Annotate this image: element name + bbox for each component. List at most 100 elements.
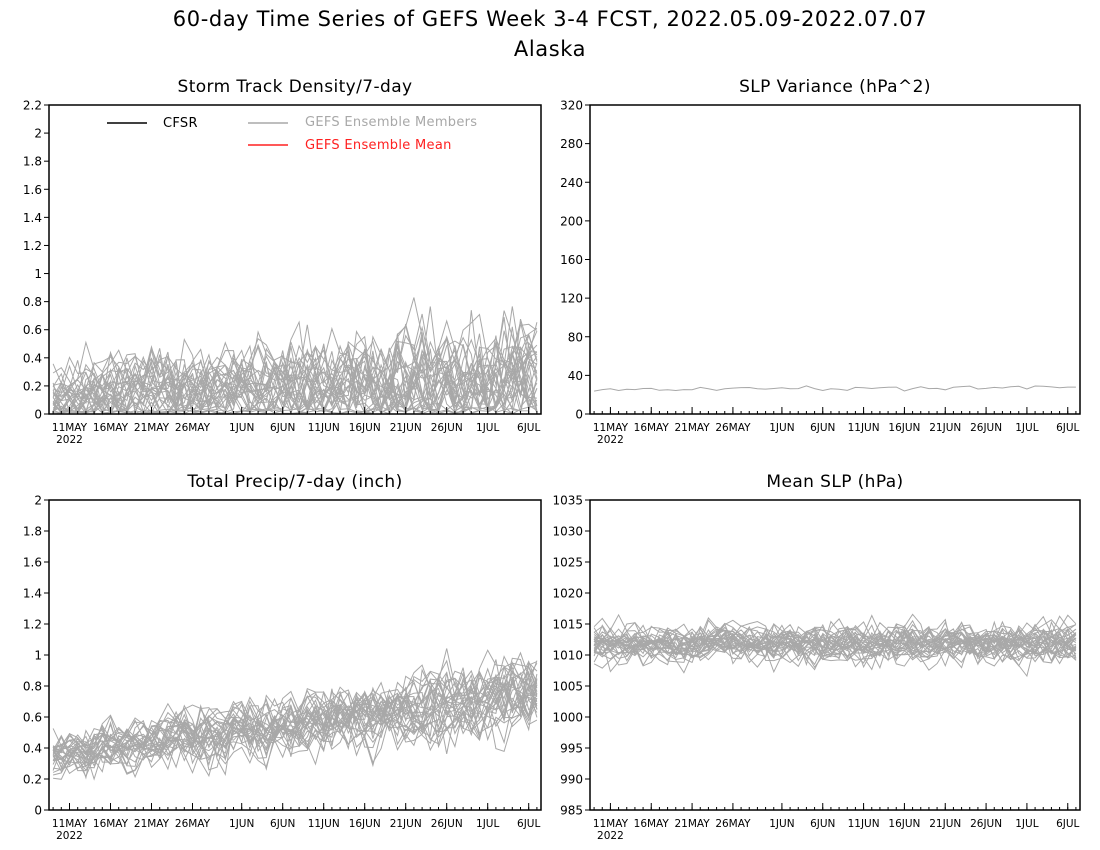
y-tick-label: 240: [560, 176, 583, 190]
legend-label-mean: GEFS Ensemble Mean: [305, 138, 452, 153]
y-tick-label: 80: [568, 330, 583, 344]
series-lines: [594, 385, 1076, 392]
ensemble-member-line: [594, 385, 1076, 392]
panel-title: Storm Track Density/7-day: [178, 77, 413, 97]
x-tick-label: 6JUN: [270, 422, 295, 434]
x-tick-label: 11JUN: [848, 422, 880, 434]
panel-mean-slp: Mean SLP (hPa) 985 990 995 1000 1005 1010 1015 1…: [552, 472, 1081, 842]
x-year-label: 2022: [597, 434, 624, 446]
legend: CFSR GEFS Ensemble Members GEFS Ensemble…: [107, 115, 477, 153]
y-tick-label: 1015: [552, 618, 583, 632]
x-tick-label: 6JUN: [810, 818, 835, 830]
y-tick-label: 1.4: [23, 587, 42, 601]
y-tick-label: 280: [560, 137, 583, 151]
y-tick-label: 0.8: [23, 295, 42, 309]
ensemble-member-line: [52, 297, 537, 415]
x-tick-label: 1JUN: [229, 422, 254, 434]
ensemble-member-line: [52, 676, 538, 771]
y-tick-label: 985: [560, 804, 583, 818]
ensemble-member-line: [53, 648, 538, 766]
x-tick-label: 1JUN: [229, 818, 254, 830]
y-tick-label: 0: [34, 804, 42, 818]
y-tick-label: 0.2: [23, 773, 42, 787]
x-tick-label: 21JUN: [929, 422, 961, 434]
y-tick-label: 990: [560, 773, 583, 787]
y-tick-label: 2: [34, 127, 42, 141]
x-tick-label: 6JUL: [1056, 818, 1079, 830]
y-tick-label: 1.8: [23, 155, 42, 169]
x-tick-label: 16MAY: [93, 422, 129, 434]
ensemble-member-line: [593, 624, 1077, 671]
x-tick-label: 6JUN: [810, 422, 835, 434]
y-tick-label: 1005: [552, 680, 583, 694]
ensemble-member-line: [53, 662, 538, 760]
x-tick-label: 1JUN: [769, 818, 794, 830]
ensemble-member-line: [52, 651, 538, 769]
y-tick-label: 1.2: [23, 239, 42, 253]
y-tick-label: 0.4: [23, 742, 42, 756]
x-year-label: 2022: [56, 830, 83, 842]
ensemble-member-line: [593, 621, 1077, 662]
x-tick-label: 6JUL: [517, 422, 540, 434]
y-tick-label: 0.4: [23, 351, 42, 365]
y-tick-label: 1.8: [23, 525, 42, 539]
x-tick-label: 21MAY: [134, 818, 170, 830]
y-tick-label: 1030: [552, 525, 583, 539]
x-tick-label: 16JUN: [888, 818, 920, 830]
y-tick-label: 0: [575, 408, 583, 422]
x-tick-label: 16JUN: [888, 422, 920, 434]
x-year-label: 2022: [597, 830, 624, 842]
panel-storm-track-density: Storm Track Density/7-day00.20.40.60.811…: [23, 77, 542, 446]
ensemble-member-line: [52, 660, 538, 765]
x-tick-label: 26MAY: [715, 422, 751, 434]
figure-title: 60-day Time Series of GEFS Week 3-4 FCST…: [173, 7, 927, 31]
ensemble-member-line: [53, 345, 538, 415]
y-tick-label: 160: [560, 253, 583, 267]
y-tick-label: 1.6: [23, 556, 42, 570]
series-lines: [52, 648, 538, 781]
ensemble-member-line: [52, 677, 537, 779]
x-tick-label: 1JUN: [769, 422, 794, 434]
x-tick-label: 16MAY: [634, 818, 670, 830]
x-tick-label: 11MAY: [52, 422, 88, 434]
x-tick-label: 21JUN: [929, 818, 961, 830]
panel-title: Total Precip/7-day (inch): [186, 472, 402, 492]
ensemble-member-line: [594, 623, 1077, 666]
x-tick-label: 1JUL: [476, 422, 499, 434]
x-tick-label: 11MAY: [593, 818, 629, 830]
x-tick-label: 6JUL: [1056, 422, 1079, 434]
ensemble-member-line: [593, 629, 1077, 664]
y-tick-label: 1025: [552, 556, 583, 570]
x-tick-label: 1JUL: [476, 818, 499, 830]
x-tick-label: 1JUL: [1015, 818, 1038, 830]
ensemble-member-line: [52, 686, 537, 769]
x-year-label: 2022: [56, 434, 83, 446]
plot-frame: [48, 104, 542, 415]
ensemble-member-line: [593, 627, 1077, 664]
x-tick-label: 21JUN: [390, 422, 422, 434]
ensemble-member-line: [52, 655, 538, 774]
x-tick-label: 26MAY: [175, 422, 211, 434]
y-tick-label: 2.2: [23, 99, 42, 113]
x-tick-label: 21MAY: [674, 818, 710, 830]
x-tick-label: 21MAY: [134, 422, 170, 434]
x-tick-label: 26MAY: [175, 818, 211, 830]
x-tick-label: 16MAY: [93, 818, 129, 830]
panel-title: Mean SLP (hPa): [766, 472, 903, 492]
x-tick-label: 16JUN: [349, 818, 381, 830]
x-tick-label: 1JUL: [1015, 422, 1038, 434]
y-tick-label: 1.2: [23, 618, 42, 632]
legend-label-members: GEFS Ensemble Members: [305, 115, 477, 130]
y-tick-label: 1035: [552, 494, 583, 508]
ensemble-member-line: [52, 318, 538, 413]
x-tick-label: 26JUN: [970, 818, 1002, 830]
x-tick-label: 11MAY: [593, 422, 629, 434]
x-tick-label: 16JUN: [349, 422, 381, 434]
x-tick-label: 6JUN: [270, 818, 295, 830]
ensemble-member-line: [52, 333, 538, 414]
y-tick-label: 320: [560, 99, 583, 113]
y-tick-label: 1.6: [23, 183, 42, 197]
y-tick-label: 200: [560, 214, 583, 228]
y-tick-label: 120: [560, 292, 583, 306]
